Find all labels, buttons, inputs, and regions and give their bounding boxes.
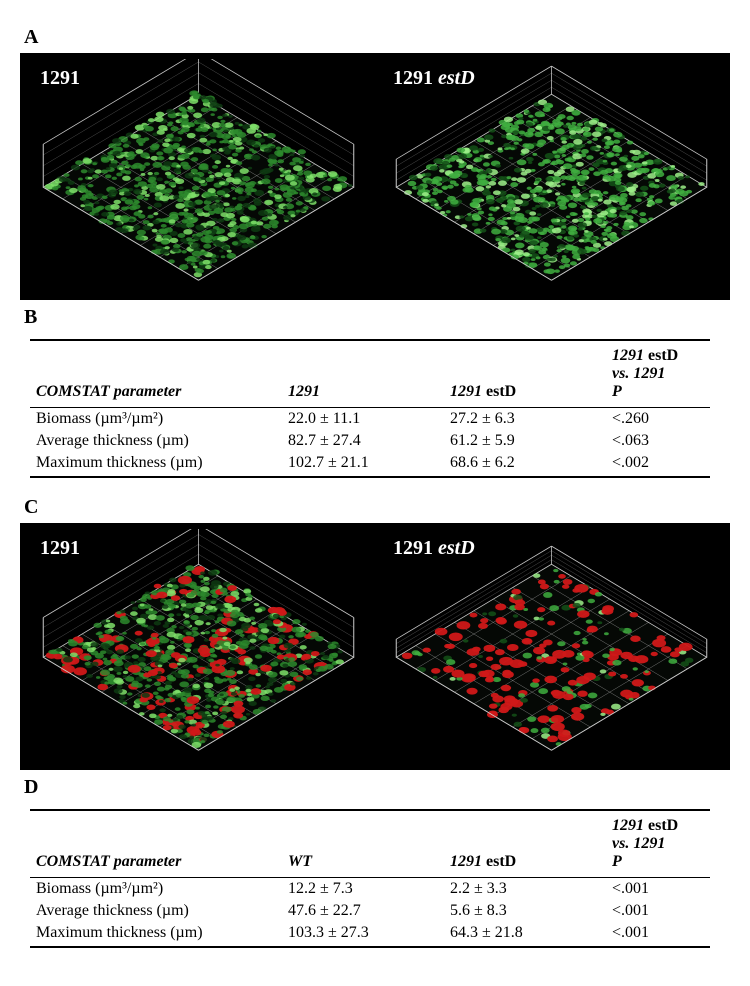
panel-a-left-caption: 1291 xyxy=(40,67,80,90)
table-row: Maximum thickness (µm)102.7 ± 21.168.6 ±… xyxy=(30,452,710,477)
cell-p: <.001 xyxy=(606,900,710,922)
cell-c1: 22.0 ± 11.1 xyxy=(282,408,444,431)
hdr-c2: 1291 xyxy=(450,383,486,400)
cell-c1: 12.2 ± 7.3 xyxy=(282,878,444,901)
table-b: COMSTAT parameter 1291 1291 estD 1291 es… xyxy=(30,339,710,478)
table-b-header: COMSTAT parameter 1291 1291 estD 1291 es… xyxy=(30,340,710,408)
panel-c-right-caption: 1291 estD xyxy=(393,537,475,560)
panel-c-left-caption: 1291 xyxy=(40,537,80,560)
biofilm-3d-a-left xyxy=(26,59,371,294)
panel-c-left-image: 1291 xyxy=(26,529,371,764)
cell-param: Biomass (µm³/µm²) xyxy=(30,878,282,901)
panel-d-label: D xyxy=(24,776,730,799)
text: 1291 xyxy=(393,67,438,89)
text: 1291 xyxy=(393,537,438,559)
hdr-c3: 1291 estD vs. 1291 P xyxy=(612,347,678,400)
biofilm-3d-c-left xyxy=(26,529,371,764)
cell-param: Average thickness (µm) xyxy=(30,430,282,452)
cell-c2: 64.3 ± 21.8 xyxy=(444,922,606,947)
cell-c2: 68.6 ± 6.2 xyxy=(444,452,606,477)
hdr-c2b: estD xyxy=(486,853,516,870)
panel-a-right-image: 1291 estD xyxy=(379,59,724,294)
hdr-param: COMSTAT parameter xyxy=(36,383,181,400)
panel-c-label: C xyxy=(24,496,730,519)
cell-c1: 47.6 ± 22.7 xyxy=(282,900,444,922)
table-d: COMSTAT parameter WT 1291 estD 1291 estD… xyxy=(30,809,710,948)
text-ital: estD xyxy=(438,537,475,559)
cell-param: Maximum thickness (µm) xyxy=(30,922,282,947)
cell-param: Average thickness (µm) xyxy=(30,900,282,922)
table-row: Average thickness (µm)47.6 ± 22.75.6 ± 8… xyxy=(30,900,710,922)
cell-c1: 103.3 ± 27.3 xyxy=(282,922,444,947)
cell-p: <.002 xyxy=(606,452,710,477)
text: 1291 xyxy=(40,537,80,559)
text-ital: estD xyxy=(438,67,475,89)
table-d-header: COMSTAT parameter WT 1291 estD 1291 estD… xyxy=(30,810,710,878)
hdr-c3: 1291 estD vs. 1291 P xyxy=(612,817,678,870)
panel-a-label: A xyxy=(24,26,730,49)
cell-c2: 5.6 ± 8.3 xyxy=(444,900,606,922)
cell-p: <.001 xyxy=(606,878,710,901)
table-row: Biomass (µm³/µm²)12.2 ± 7.32.2 ± 3.3<.00… xyxy=(30,878,710,901)
hdr-c2: 1291 xyxy=(450,853,486,870)
panel-a-right-caption: 1291 estD xyxy=(393,67,475,90)
table-row: Average thickness (µm)82.7 ± 27.461.2 ± … xyxy=(30,430,710,452)
cell-param: Biomass (µm³/µm²) xyxy=(30,408,282,431)
hdr-c1: WT xyxy=(288,853,312,870)
cell-c2: 61.2 ± 5.9 xyxy=(444,430,606,452)
cell-c2: 27.2 ± 6.3 xyxy=(444,408,606,431)
cell-c2: 2.2 ± 3.3 xyxy=(444,878,606,901)
panel-a-images: 1291 1291 estD xyxy=(20,53,730,300)
cell-c1: 102.7 ± 21.1 xyxy=(282,452,444,477)
cell-p: <.260 xyxy=(606,408,710,431)
text: 1291 xyxy=(40,67,80,89)
cell-param: Maximum thickness (µm) xyxy=(30,452,282,477)
table-row: Maximum thickness (µm)103.3 ± 27.364.3 ±… xyxy=(30,922,710,947)
cell-c1: 82.7 ± 27.4 xyxy=(282,430,444,452)
hdr-c2b: estD xyxy=(486,383,516,400)
biofilm-3d-c-right xyxy=(379,529,724,764)
panel-b-label: B xyxy=(24,306,730,329)
table-row: Biomass (µm³/µm²)22.0 ± 11.127.2 ± 6.3<.… xyxy=(30,408,710,431)
cell-p: <.001 xyxy=(606,922,710,947)
panel-a-left-image: 1291 xyxy=(26,59,371,294)
panel-c-images: 1291 1291 estD xyxy=(20,523,730,770)
biofilm-3d-a-right xyxy=(379,59,724,294)
hdr-c1: 1291 xyxy=(288,383,320,400)
panel-c-right-image: 1291 estD xyxy=(379,529,724,764)
hdr-param: COMSTAT parameter xyxy=(36,853,181,870)
cell-p: <.063 xyxy=(606,430,710,452)
